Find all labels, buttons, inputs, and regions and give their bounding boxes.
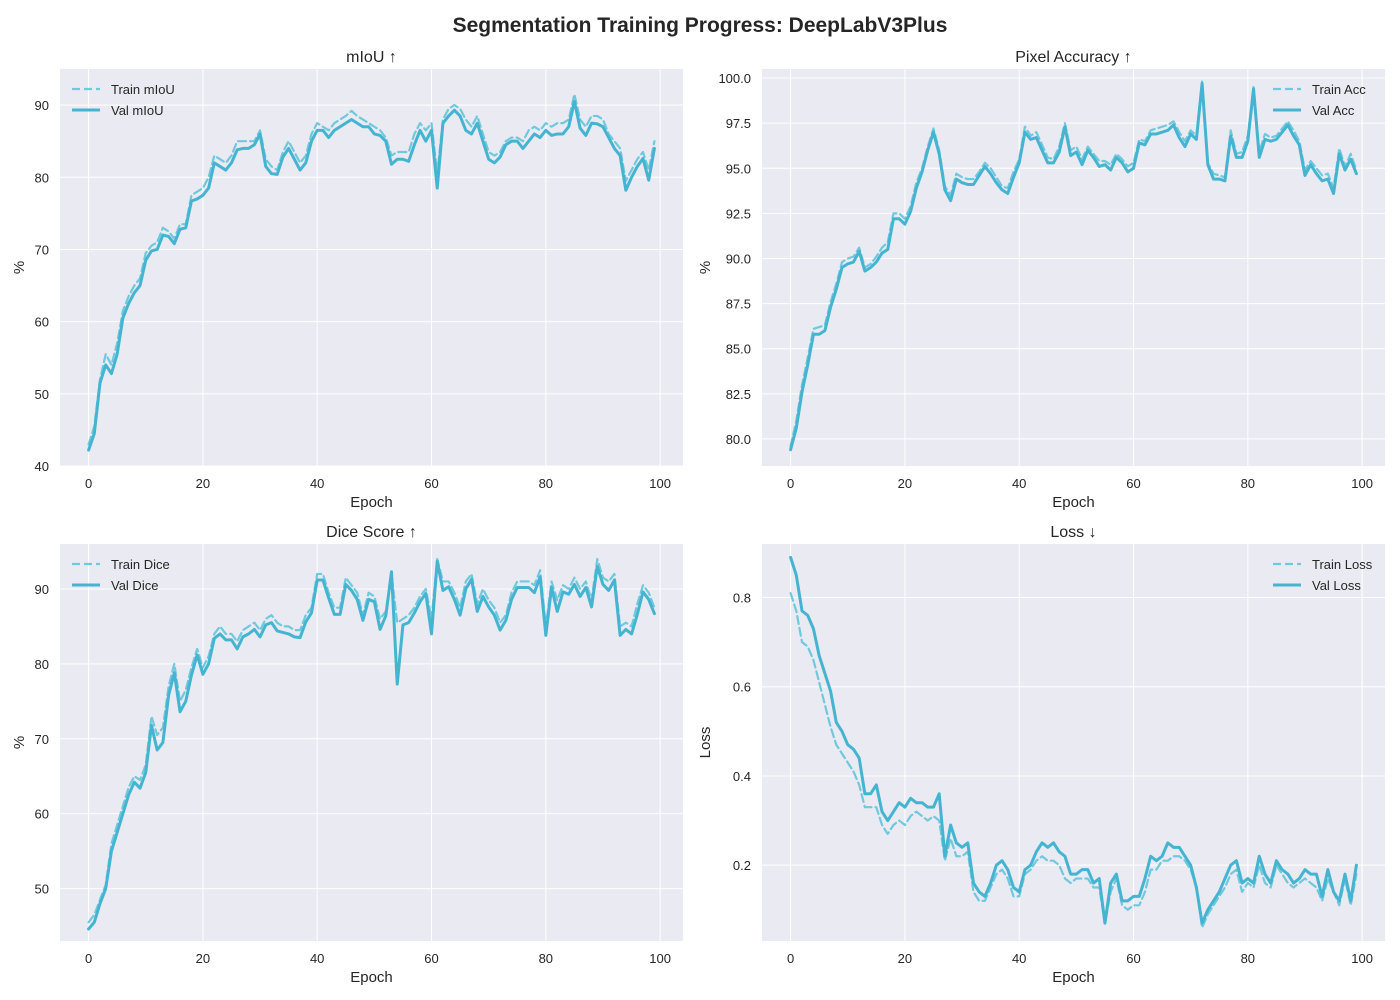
y-axis-label: % <box>11 261 28 274</box>
legend: Train mIoU Val mIoU <box>72 82 175 118</box>
y-tick-label: 80 <box>35 657 49 672</box>
series-line-train <box>789 591 1358 929</box>
legend: Train Loss Val Loss <box>1273 557 1373 593</box>
y-tick-label: 95.0 <box>726 161 751 176</box>
legend-label: Val Dice <box>111 578 158 593</box>
subplot-title: Loss ↓ <box>1050 524 1096 541</box>
y-tick-label: 90 <box>35 98 49 113</box>
x-tick-label: 0 <box>787 951 794 966</box>
x-tick-label: 20 <box>898 476 912 491</box>
series-line-train <box>87 93 656 446</box>
legend: Train Acc Val Acc <box>1273 82 1366 118</box>
x-tick-label: 40 <box>310 951 324 966</box>
x-axis-label: Epoch <box>1052 969 1095 986</box>
series-line-train <box>87 557 656 924</box>
x-tick-label: 60 <box>1126 951 1140 966</box>
x-tick-label: 60 <box>424 951 438 966</box>
y-tick-label: 80 <box>35 170 49 185</box>
subplot-title: Dice Score ↑ <box>326 524 417 541</box>
legend-label: Val Loss <box>1312 578 1361 593</box>
legend-label: Train Dice <box>111 557 170 572</box>
y-axis-label: % <box>11 736 28 749</box>
x-tick-label: 20 <box>898 951 912 966</box>
y-tick-label: 60 <box>35 807 49 822</box>
x-tick-label: 100 <box>649 476 671 491</box>
y-tick-label: 85.0 <box>726 342 751 357</box>
y-tick-label: 0.4 <box>733 769 751 784</box>
series-line-val <box>789 81 1358 452</box>
chart-dice: 0 20 40 60 80 100 50 60 70 80 90 Dice Score ↑ Epoch%… <box>11 524 683 986</box>
x-tick-label: 40 <box>310 476 324 491</box>
x-tick-label: 80 <box>539 476 553 491</box>
subplot-title: Pixel Accuracy ↑ <box>1015 49 1131 66</box>
x-tick-label: 20 <box>196 476 210 491</box>
y-tick-label: 100.0 <box>718 71 751 86</box>
series-line-val <box>789 555 1358 925</box>
x-tick-label: 40 <box>1012 476 1026 491</box>
y-tick-label: 0.2 <box>733 858 751 873</box>
y-tick-label: 0.6 <box>733 680 751 695</box>
legend-label: Val Acc <box>1312 103 1355 118</box>
plot-area <box>60 69 683 466</box>
x-tick-label: 0 <box>85 951 92 966</box>
x-axis-label: Epoch <box>350 969 393 986</box>
x-tick-label: 100 <box>649 951 671 966</box>
figure-title: Segmentation Training Progress: DeepLabV… <box>452 14 948 37</box>
x-tick-label: 0 <box>787 476 794 491</box>
x-tick-label: 80 <box>1241 476 1255 491</box>
legend-label: Val mIoU <box>111 103 164 118</box>
x-tick-label: 20 <box>196 951 210 966</box>
series-line-train <box>789 80 1358 448</box>
series-line-val <box>87 559 656 931</box>
x-tick-label: 100 <box>1351 476 1373 491</box>
y-tick-label: 92.5 <box>726 206 751 221</box>
x-tick-label: 80 <box>1241 951 1255 966</box>
subplot-title: mIoU ↑ <box>346 49 397 66</box>
y-axis-label: % <box>697 261 714 274</box>
x-tick-label: 80 <box>539 951 553 966</box>
y-tick-label: 97.5 <box>726 116 751 131</box>
y-tick-label: 90.0 <box>726 251 751 266</box>
legend-label: Train Acc <box>1312 82 1366 97</box>
x-tick-label: 100 <box>1351 951 1373 966</box>
x-axis-label: Epoch <box>1052 494 1095 511</box>
legend-label: Train mIoU <box>111 82 175 97</box>
x-axis-label: Epoch <box>350 494 393 511</box>
y-tick-label: 40 <box>35 459 49 474</box>
x-tick-label: 40 <box>1012 951 1026 966</box>
y-tick-label: 70 <box>35 242 49 257</box>
y-tick-label: 50 <box>35 387 49 402</box>
series-line-val <box>87 99 656 452</box>
y-tick-label: 0.8 <box>733 591 751 606</box>
legend: Train Dice Val Dice <box>72 557 170 593</box>
x-tick-label: 0 <box>85 476 92 491</box>
y-tick-label: 60 <box>35 315 49 330</box>
chart-mIoU: 0 20 40 60 80 100 40 50 60 70 80 90 mIoU ↑ Epoch% Trai… <box>11 49 683 511</box>
y-tick-label: 50 <box>35 882 49 897</box>
x-tick-label: 60 <box>1126 476 1140 491</box>
x-tick-label: 60 <box>424 476 438 491</box>
y-tick-label: 87.5 <box>726 297 751 312</box>
y-tick-label: 70 <box>35 732 49 747</box>
chart-pixel-accuracy: 0 20 40 60 80 100 80.0 82.5 85.0 87.5 90.0 92.5 95.0… <box>697 49 1385 511</box>
y-axis-label: Loss <box>697 727 714 759</box>
y-tick-label: 90 <box>35 582 49 597</box>
chart-loss: 0 20 40 60 80 100 0.2 0.4 0.6 0.8 Loss ↓ Epoch Loss T… <box>697 524 1385 986</box>
y-tick-label: 82.5 <box>726 387 751 402</box>
legend-label: Train Loss <box>1312 557 1373 572</box>
y-tick-label: 80.0 <box>726 432 751 447</box>
